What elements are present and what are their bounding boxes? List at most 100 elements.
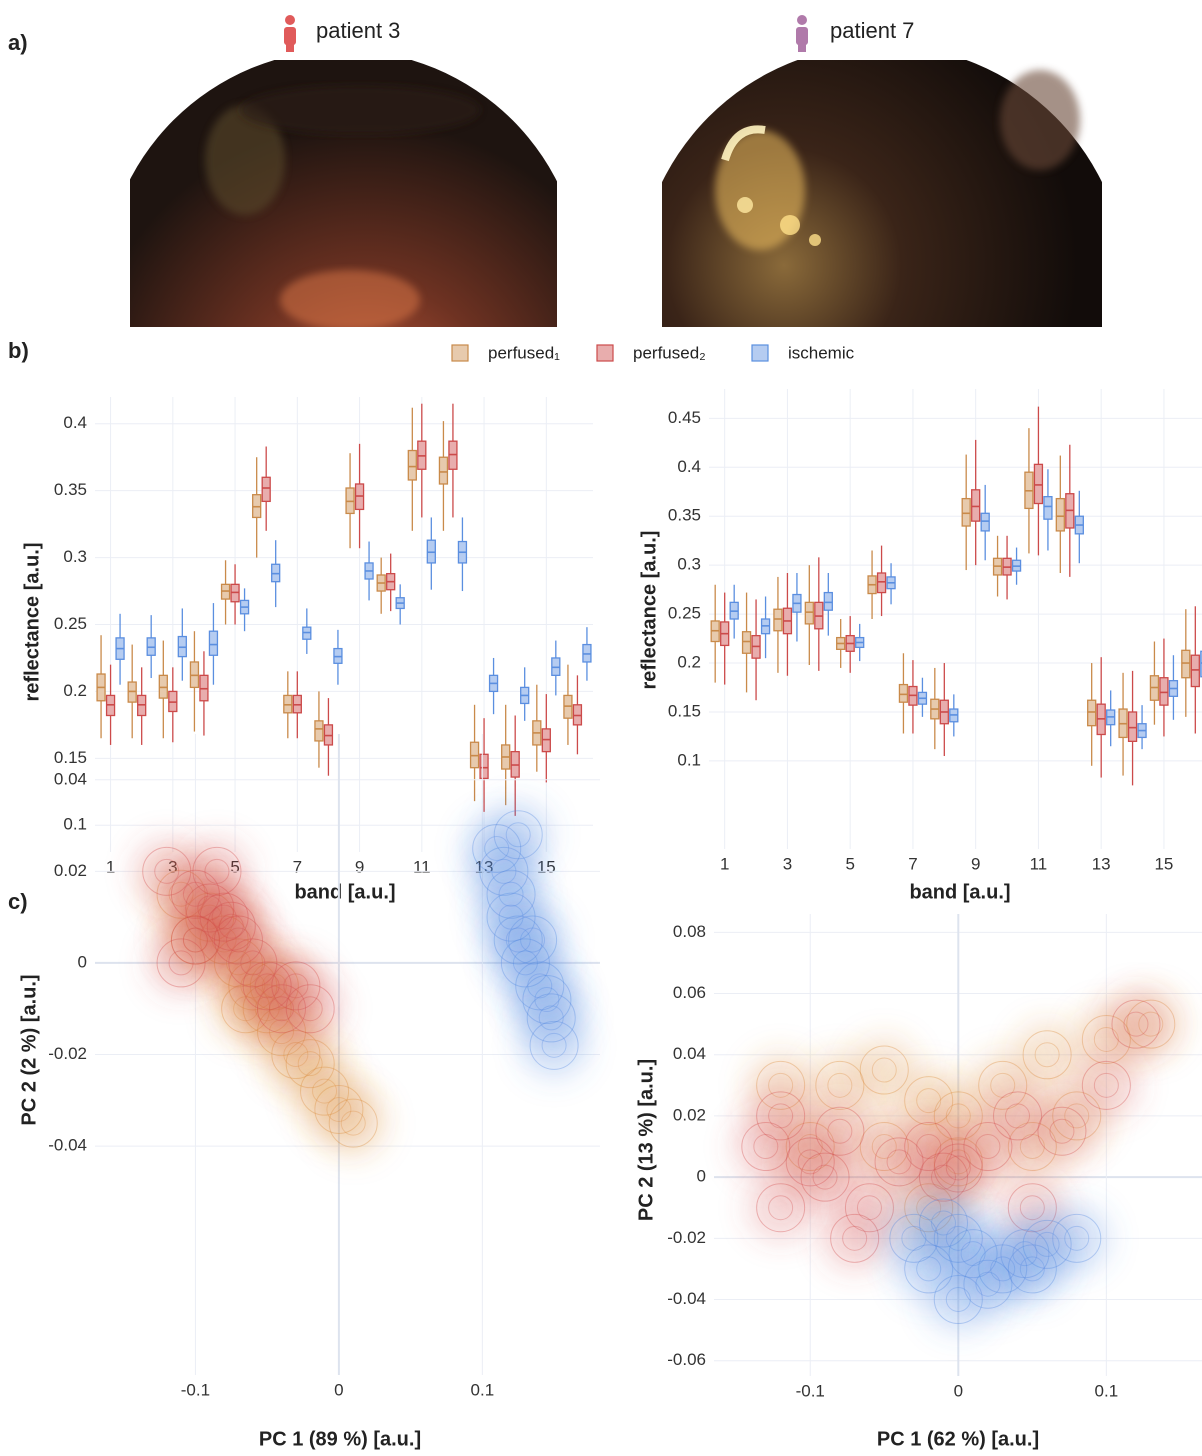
density-contour: [768, 1195, 794, 1221]
density-contour: [830, 1213, 880, 1263]
x-tick-label: 0: [334, 1380, 343, 1399]
density-cloud: [894, 1234, 963, 1303]
density-contour: [168, 950, 194, 976]
x-tick-label: 11: [1030, 854, 1048, 873]
x-tick-label: 5: [845, 854, 854, 873]
x-tick-label: 7: [293, 857, 302, 876]
x-tick-label: 3: [783, 854, 792, 873]
panel-label: a): [8, 30, 28, 55]
box: [898, 683, 909, 703]
box-fill: [439, 457, 448, 484]
density-point: [820, 1204, 889, 1273]
box: [1200, 650, 1202, 678]
density-cloud: [484, 800, 553, 869]
legend-label: perfused₂: [633, 343, 706, 362]
density-cloud: [520, 1011, 589, 1080]
photo-label: patient 7: [830, 18, 914, 43]
box-fill: [1191, 655, 1200, 687]
density-cloud: [820, 1204, 889, 1273]
density-cloud: [276, 974, 345, 1043]
box-fill: [773, 609, 782, 631]
plot: [714, 914, 1202, 1376]
density-contour: [529, 1020, 579, 1070]
y-tick-label: 0.2: [677, 653, 701, 672]
box-fill: [314, 720, 323, 741]
density-contour: [1049, 1118, 1075, 1144]
y-tick-label: 0.02: [54, 861, 87, 880]
density-contour: [827, 1118, 853, 1144]
y-tick-label: 0.35: [54, 480, 87, 499]
y-tick-label: -0.04: [48, 1136, 87, 1155]
y-tick-label: 0.4: [63, 413, 87, 432]
x-tick-label: 7: [908, 854, 917, 873]
density-contour: [904, 1244, 954, 1294]
box-fill: [899, 684, 908, 703]
y-axis-label: PC 2 (13 %) [a.u.]: [635, 1059, 657, 1221]
y-tick-label: 0.25: [668, 604, 701, 623]
legend-swatch: [451, 344, 469, 362]
y-tick-label: 0.04: [673, 1044, 706, 1063]
y-tick-label: 0.15: [668, 701, 701, 720]
density-cloud: [1101, 990, 1170, 1059]
density-contour: [1064, 1225, 1090, 1251]
density-contour: [1052, 1213, 1102, 1263]
density-contour: [520, 927, 546, 953]
box-fill: [971, 489, 980, 522]
box: [1159, 677, 1169, 706]
panel-label: c): [8, 889, 28, 914]
box-fill: [981, 513, 990, 531]
y-tick-label: 0.3: [677, 555, 701, 574]
box: [804, 601, 814, 625]
x-axis-label: band [a.u.]: [909, 881, 1010, 903]
density-cloud: [319, 1089, 388, 1158]
density-contour: [297, 996, 323, 1022]
density-point: [1072, 1051, 1141, 1120]
box: [208, 630, 219, 656]
density-contour: [871, 1057, 897, 1083]
box-fill: [209, 631, 218, 656]
x-axis-label: band [a.u.]: [294, 881, 395, 903]
y-tick-label: 0: [697, 1167, 706, 1186]
density-contour: [493, 810, 543, 860]
density-contour: [1111, 999, 1161, 1049]
density-point: [276, 974, 345, 1043]
box: [971, 489, 981, 522]
legend-swatch: [751, 344, 769, 362]
density-contour: [340, 1110, 366, 1136]
y-axis-label: PC 2 (2 %) [a.u.]: [18, 974, 40, 1125]
density-cloud: [1013, 1020, 1082, 1089]
x-tick-label: 1: [106, 857, 115, 876]
density-point: [498, 906, 567, 975]
plot: [709, 389, 1202, 849]
box: [1127, 711, 1138, 742]
box-fill: [877, 573, 886, 593]
density-cloud: [1042, 1204, 1111, 1273]
density-cloud: [182, 837, 251, 906]
y-tick-label: 0.4: [677, 457, 701, 476]
box: [876, 572, 887, 594]
density-contour: [1034, 1042, 1060, 1068]
box: [1190, 654, 1200, 688]
x-tick-label: 1: [720, 854, 729, 873]
y-axis-label: reflectance [a.u.]: [21, 543, 43, 702]
density-contour: [1005, 1103, 1031, 1129]
box-fill: [1128, 711, 1137, 742]
x-axis-label: PC 1 (62 %) [a.u.]: [877, 1428, 1039, 1450]
y-tick-label: 0.02: [673, 1105, 706, 1124]
density-point: [147, 928, 216, 997]
density-point: [894, 1234, 963, 1303]
density-point: [746, 1173, 815, 1242]
density-cloud: [805, 1097, 874, 1166]
box: [741, 631, 752, 654]
y-tick-label: -0.06: [667, 1350, 706, 1369]
photo-label: patient 3: [316, 18, 400, 43]
x-tick-label: 11: [413, 857, 431, 876]
x-tick-label: 0: [954, 1381, 963, 1400]
density-contour: [768, 1103, 794, 1129]
box-fill: [1200, 651, 1202, 677]
density-contour: [1093, 1072, 1119, 1098]
box-fill: [1056, 498, 1065, 531]
density-contour: [1019, 1256, 1045, 1282]
legend-label: ischemic: [788, 343, 855, 362]
